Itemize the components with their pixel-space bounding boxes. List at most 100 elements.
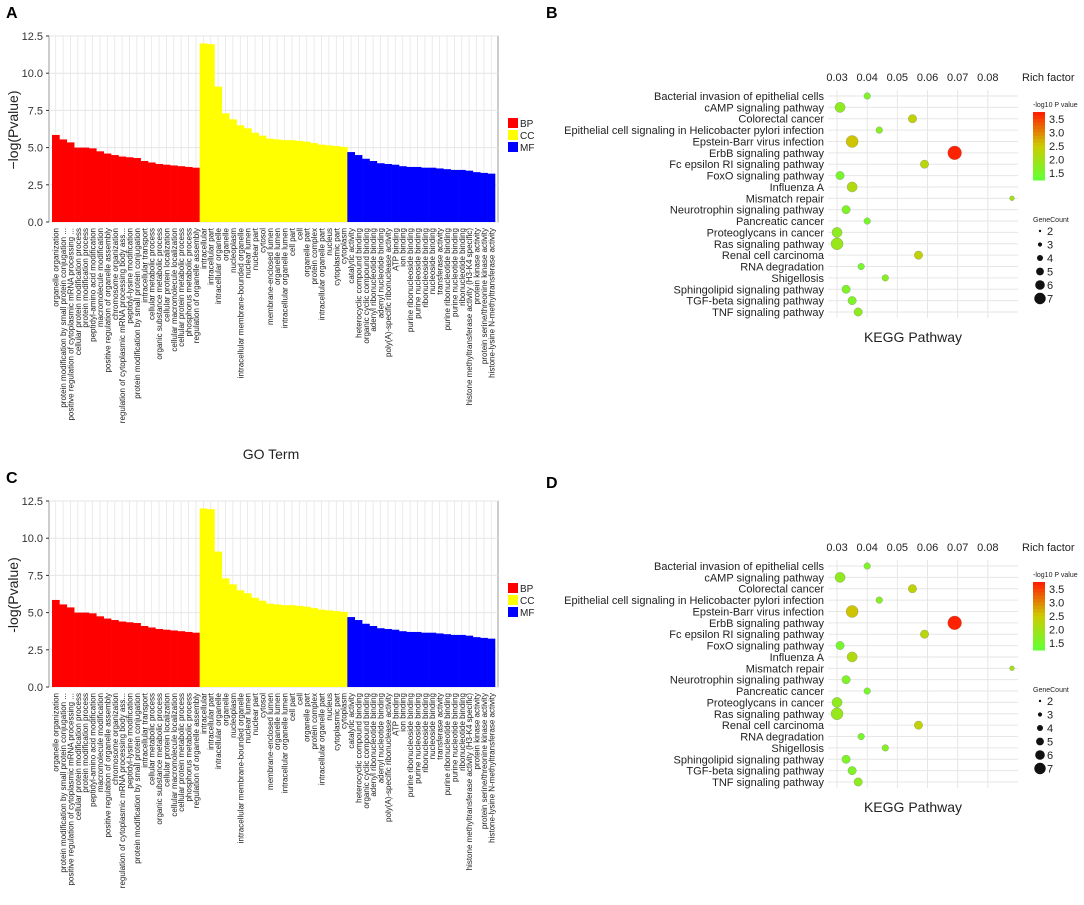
- size-legend-dot: [1038, 229, 1042, 233]
- color-legend-step: [1033, 609, 1045, 614]
- x-tick-label: positive regulation of organelle assembl…: [103, 228, 112, 373]
- x-tick-label: ribonucleotide binding: [458, 693, 467, 771]
- size-legend-dot: [1034, 762, 1046, 775]
- y-tick-label: FoxO signaling pathway: [707, 171, 825, 183]
- x-tick-label: 0.04: [856, 72, 877, 84]
- data-point: [857, 733, 865, 740]
- bar: [155, 628, 164, 687]
- y-tick-label: 0.0: [28, 682, 43, 694]
- size-legend-label: 5: [1047, 737, 1053, 749]
- x-tick-label: 0.05: [887, 72, 908, 84]
- x-tick-label: macromolecule modification: [96, 693, 105, 792]
- y-tick-label: ErbB signaling pathway: [709, 618, 824, 630]
- x-tick-label: intracellular: [199, 228, 208, 269]
- size-legend-title: GeneCount: [1033, 687, 1069, 694]
- data-point: [834, 102, 846, 113]
- data-point: [847, 766, 857, 775]
- color-legend-step: [1033, 169, 1045, 174]
- size-legend-dot: [1037, 712, 1043, 717]
- y-tick-label: Renal cell carcinoma: [722, 720, 825, 732]
- color-legend-step: [1033, 585, 1045, 590]
- x-tick-label: regulation of cytoplasmic mRNA processin…: [118, 693, 127, 888]
- bar: [184, 166, 193, 222]
- bar: [465, 635, 474, 687]
- size-legend-label: 7: [1047, 764, 1053, 776]
- x-tick-label: nuclear part: [251, 692, 260, 735]
- y-tick-label: TGF-beta signaling pathway: [686, 296, 824, 308]
- data-point: [830, 237, 844, 250]
- data-point: [863, 562, 871, 570]
- x-tick-label: intracellular part: [207, 227, 216, 285]
- bar: [81, 612, 90, 687]
- color-legend-label: 1.5: [1049, 638, 1064, 650]
- y-tick-label: 10.0: [22, 533, 43, 545]
- x-tick-label: cytosol: [258, 693, 267, 718]
- bar: [140, 625, 149, 687]
- x-tick-label: catalytic activity: [347, 228, 356, 284]
- color-legend-label: 2.5: [1049, 611, 1064, 623]
- data-point: [881, 744, 889, 752]
- bar: [236, 125, 245, 222]
- x-tick-label: nuclear lumen: [244, 693, 253, 743]
- bar: [443, 169, 451, 222]
- x-tick-label: purine ribonucleoside binding: [406, 693, 415, 797]
- bar: [59, 604, 68, 687]
- color-legend-title: -log10 P value: [1033, 572, 1078, 579]
- x-tick-label: protein serine/threonine kinase activity: [480, 228, 489, 364]
- bar: [103, 618, 112, 687]
- y-tick-label: 5.0: [28, 143, 43, 155]
- x-tick-label: intracellular organelle lumen: [281, 228, 290, 328]
- bar: [111, 620, 119, 687]
- data-point: [863, 92, 871, 100]
- bar: [88, 148, 97, 222]
- bar: [399, 166, 407, 222]
- data-point: [908, 114, 917, 124]
- x-tick-label: protein modification by small protein co…: [59, 693, 68, 873]
- legend-swatch: [508, 142, 518, 152]
- panel-label-D: D: [546, 475, 558, 492]
- y-tick-label: Fc epsilon RI signaling pathway: [669, 159, 824, 171]
- bar: [480, 637, 488, 687]
- bar: [81, 147, 90, 222]
- x-tick-label: 0.05: [887, 542, 908, 554]
- bar: [458, 169, 466, 222]
- bar: [347, 617, 356, 687]
- x-tick-label: intracellular organelle: [214, 227, 223, 304]
- x-tick-label: nucleoside binding: [428, 228, 437, 294]
- x-tick-label: macromolecule modification: [96, 228, 105, 327]
- kegg-chart-D: 0.03 0.04 0.05 0.06 0.07 0.08 Rich factor Bacte…: [564, 542, 1078, 815]
- x-tick-label: nucleus: [325, 693, 334, 721]
- x-tick-label: protein complex: [310, 693, 319, 749]
- x-tick-label: intracellular membrane-bounded organelle: [236, 227, 245, 378]
- bar: [199, 43, 208, 222]
- bar: [458, 634, 466, 687]
- bar: [317, 609, 326, 687]
- x-tick-label: catalytic activity: [347, 693, 356, 749]
- y-tick-label: FoxO signaling pathway: [707, 641, 825, 653]
- bar: [118, 156, 127, 222]
- bar: [184, 631, 193, 687]
- y-tick-label: Bacterial invasion of epithelial cells: [654, 561, 824, 573]
- data-point: [920, 159, 929, 169]
- color-legend-label: 2.0: [1049, 155, 1064, 167]
- y-tick-label: 7.5: [28, 570, 43, 582]
- x-tick-label: organic cyclic compound binding: [362, 693, 371, 809]
- bar: [170, 630, 178, 687]
- data-point: [863, 687, 871, 695]
- y-tick-label: Ras signaling pathway: [714, 709, 825, 721]
- bar: [192, 167, 200, 222]
- x-tick-label: cytoplasm: [340, 228, 349, 264]
- bar: [155, 163, 164, 222]
- panel-label-C: C: [6, 470, 18, 487]
- x-tick-label: cellular protein modification process: [74, 228, 83, 355]
- size-legend-dot: [1037, 255, 1043, 261]
- x-tick-label: ribonucleotide binding: [458, 228, 467, 306]
- data-point: [920, 629, 929, 639]
- bar: [332, 146, 341, 222]
- x-tick-label: cell: [295, 228, 304, 240]
- x-tick-label: 0.08: [977, 72, 998, 84]
- size-legend-label: 7: [1047, 294, 1053, 306]
- x-tick-label: purine nucleoside binding: [413, 693, 422, 784]
- x-tick-label: protein kinase activity: [473, 693, 482, 769]
- x-tick-label: ribonucleoside binding: [421, 693, 430, 773]
